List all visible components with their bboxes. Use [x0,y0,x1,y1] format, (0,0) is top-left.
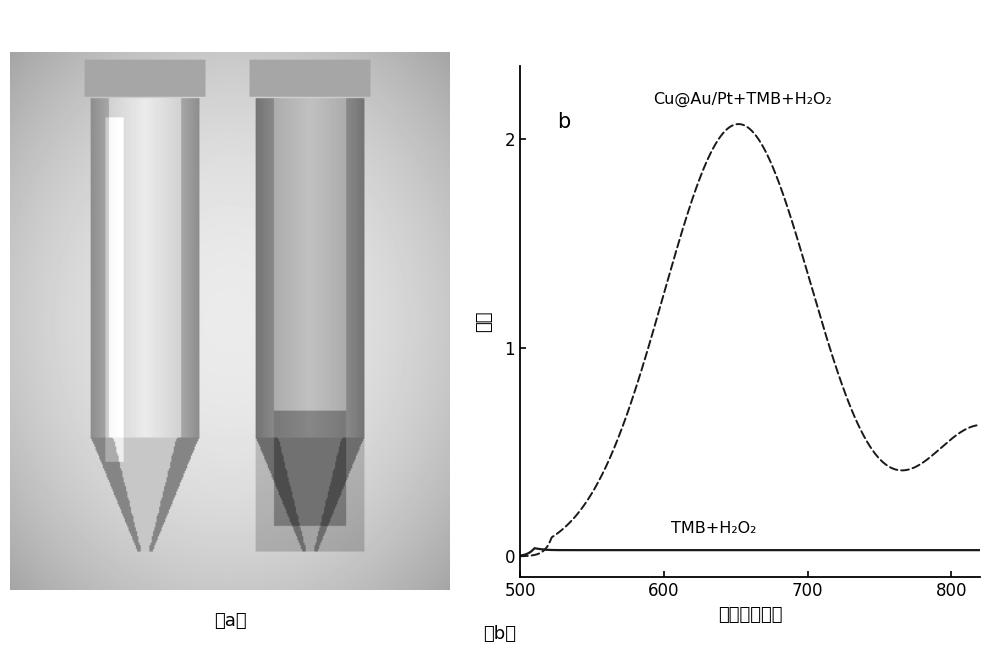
Y-axis label: 吸收: 吸收 [475,311,493,332]
Text: （a）: （a） [214,612,246,630]
X-axis label: 波长（纳米）: 波长（纳米） [718,605,782,624]
Text: TMB+H₂O₂: TMB+H₂O₂ [671,520,757,535]
Text: b: b [557,112,570,132]
Text: Cu@Au/Pt+TMB+H₂O₂: Cu@Au/Pt+TMB+H₂O₂ [653,92,832,108]
Text: （b）: （b） [484,625,516,643]
